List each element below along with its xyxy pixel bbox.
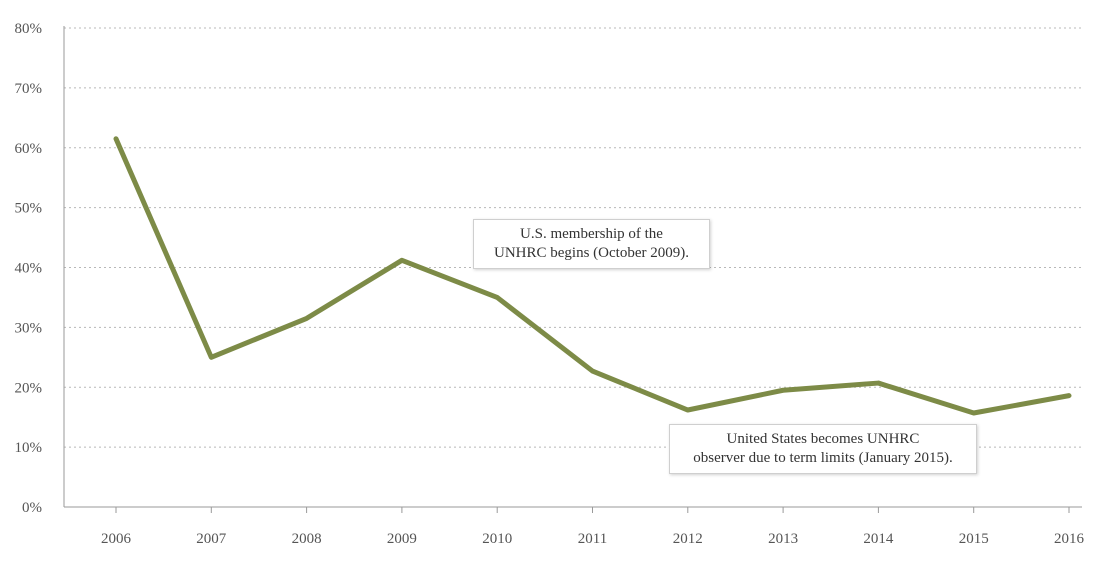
x-tick-label: 2007 bbox=[196, 531, 227, 547]
x-tick-label: 2013 bbox=[768, 531, 798, 547]
annotation-line: U.S. membership of the bbox=[520, 226, 663, 242]
y-tick-label: 50% bbox=[15, 201, 43, 217]
y-tick-label: 70% bbox=[15, 81, 43, 97]
annotation-us-membership: U.S. membership of the UNHRC begins (Oct… bbox=[473, 219, 710, 269]
x-tick-label: 2009 bbox=[387, 531, 417, 547]
x-tick-label: 2014 bbox=[863, 531, 894, 547]
axes bbox=[63, 26, 1082, 508]
x-axis-ticks: 2006 2007 2008 2009 2010 2011 2012 2013 2014 2015… bbox=[101, 507, 1085, 547]
series-line bbox=[113, 136, 1072, 416]
x-tick-label: 2016 bbox=[1054, 531, 1085, 547]
annotation-observer-status: United States becomes UNHRC observer due… bbox=[669, 424, 977, 474]
x-tick-label: 2006 bbox=[101, 531, 132, 547]
annotation-line: observer due to term limits (January 201… bbox=[693, 450, 953, 466]
y-axis-ticks: 0% 10% 20% 30% 40% 50% 60% 70% 80% bbox=[15, 21, 43, 516]
y-tick-label: 0% bbox=[22, 500, 42, 516]
annotation-line: UNHRC begins (October 2009). bbox=[494, 245, 689, 261]
x-tick-label: 2015 bbox=[959, 531, 989, 547]
x-tick-label: 2012 bbox=[673, 531, 703, 547]
annotation-line: United States becomes UNHRC bbox=[726, 431, 920, 447]
series-layer bbox=[113, 136, 1072, 416]
x-tick-label: 2008 bbox=[292, 531, 322, 547]
y-tick-label: 10% bbox=[15, 440, 43, 456]
x-tick-label: 2011 bbox=[578, 531, 607, 547]
x-tick-label: 2010 bbox=[482, 531, 512, 547]
y-tick-label: 30% bbox=[15, 320, 43, 336]
y-tick-label: 80% bbox=[15, 21, 43, 37]
y-tick-label: 20% bbox=[15, 380, 43, 396]
y-tick-label: 60% bbox=[15, 141, 43, 157]
y-tick-label: 40% bbox=[15, 261, 43, 277]
